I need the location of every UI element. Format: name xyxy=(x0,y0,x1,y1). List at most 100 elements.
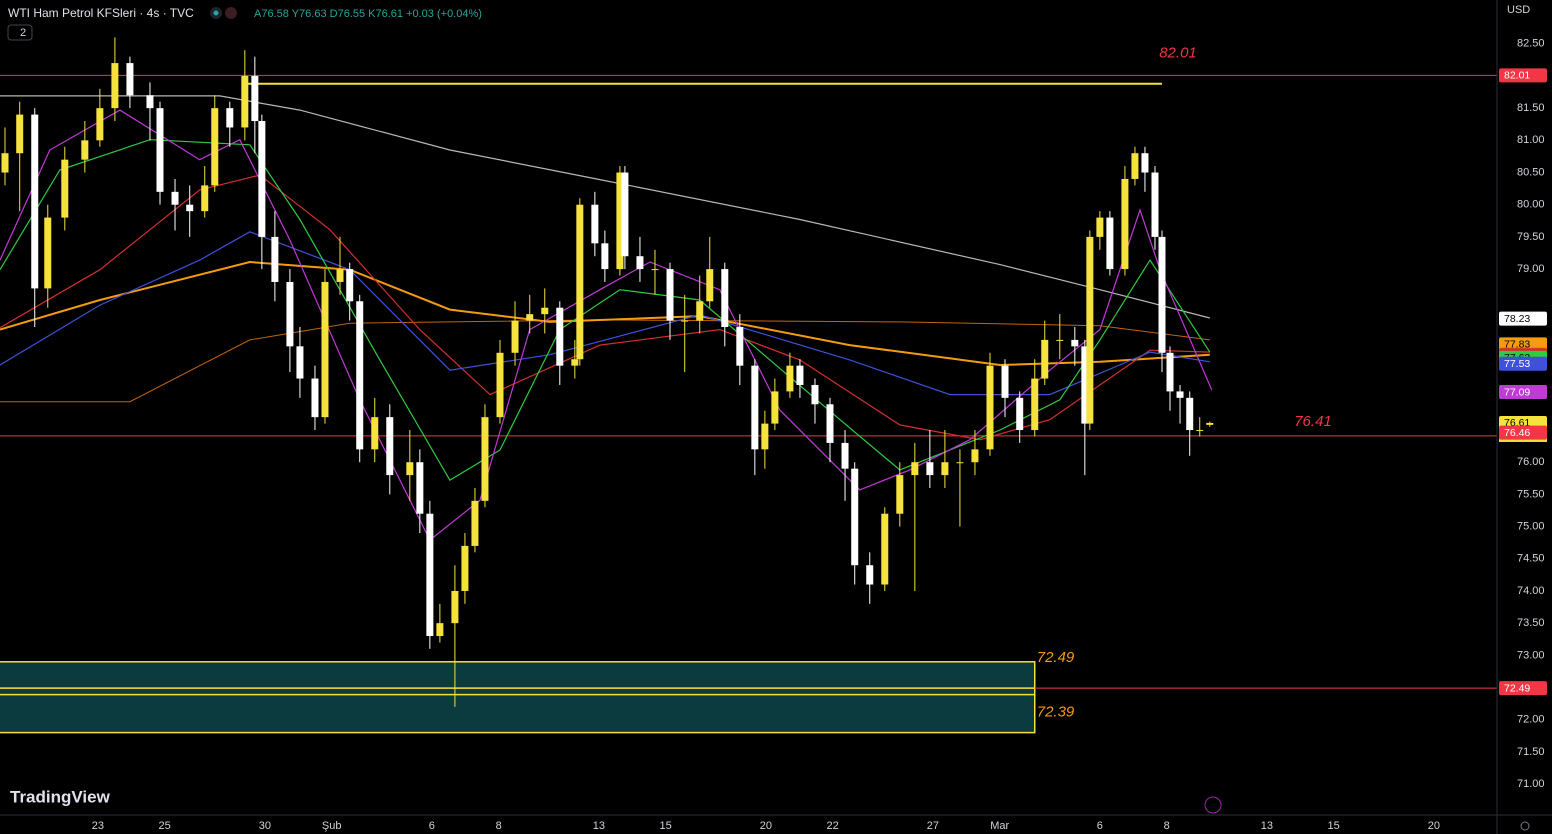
candle-body xyxy=(201,185,209,212)
candle-body xyxy=(1086,236,1094,424)
candle-body xyxy=(156,108,164,192)
candle-body xyxy=(226,108,234,128)
y-tick-label: 79.50 xyxy=(1517,231,1545,243)
ma-line xyxy=(0,174,1210,441)
candle-body xyxy=(436,623,444,637)
candle-body xyxy=(321,281,329,418)
candle-body xyxy=(1196,430,1204,432)
y-tick-label: 76.00 xyxy=(1517,456,1545,468)
symbol-title[interactable]: WTI Ham Petrol KFSleri · 4s · TVC xyxy=(8,6,194,20)
ma-line xyxy=(0,139,1211,482)
candle-body xyxy=(666,269,674,321)
indicator-count[interactable]: 2 xyxy=(20,27,26,39)
candle-body xyxy=(896,475,904,514)
x-tick-label: 13 xyxy=(1261,820,1273,832)
candle-body xyxy=(1071,339,1079,347)
ma-line xyxy=(0,109,1213,542)
x-tick-label: 6 xyxy=(1097,820,1103,832)
candle-body xyxy=(591,204,599,244)
candle-body xyxy=(826,404,834,443)
y-tick-label: 75.50 xyxy=(1517,488,1545,500)
candle-body xyxy=(61,159,69,218)
candle-body xyxy=(1041,339,1049,379)
candle-body xyxy=(1081,346,1089,424)
x-tick-label: 6 xyxy=(429,820,435,832)
candle-body xyxy=(866,565,874,585)
x-tick-label: 30 xyxy=(259,820,271,832)
y-tick-label: 81.00 xyxy=(1517,134,1545,146)
x-tick-label: Şub xyxy=(322,820,342,832)
candle-body xyxy=(1158,236,1166,353)
candle-body xyxy=(1096,217,1104,237)
candle-body xyxy=(461,545,469,591)
candle-body xyxy=(736,327,744,366)
candle-body xyxy=(761,423,769,450)
x-tick-label: 22 xyxy=(827,820,839,832)
candle-body xyxy=(1166,352,1174,392)
candle-body xyxy=(1141,153,1149,173)
y-tick-label: 79.00 xyxy=(1517,263,1545,275)
candle-body xyxy=(556,307,564,366)
candle-body xyxy=(296,346,304,379)
candle-body xyxy=(651,269,659,271)
y-tick-label: 73.50 xyxy=(1517,617,1545,629)
level-label: 76.41 xyxy=(1294,413,1332,430)
y-tick-label: 73.00 xyxy=(1517,649,1545,661)
price-box-label: 77.53 xyxy=(1504,358,1530,370)
candle-body xyxy=(258,121,266,237)
settings-icon[interactable] xyxy=(1520,821,1530,831)
candle-body xyxy=(511,320,519,353)
price-box-label: 76.46 xyxy=(1504,427,1530,439)
candle-body xyxy=(211,108,219,186)
candle-body xyxy=(1176,391,1184,398)
candle-body xyxy=(471,500,479,546)
candle-body xyxy=(706,269,714,302)
candle-body xyxy=(881,513,889,585)
candle-body xyxy=(1151,172,1159,237)
x-tick-label: 23 xyxy=(92,820,104,832)
x-tick-label: 8 xyxy=(496,820,502,832)
candle-body xyxy=(636,256,644,270)
candle-body xyxy=(911,462,919,476)
currency[interactable]: USD xyxy=(1507,4,1530,16)
ma-line xyxy=(0,231,1210,396)
x-tick-label: 15 xyxy=(660,820,672,832)
indicator-toggle[interactable] xyxy=(7,24,33,41)
alert-icon[interactable] xyxy=(1204,796,1222,814)
candle-body xyxy=(186,204,194,212)
x-tick-label: Mar xyxy=(990,820,1009,832)
candle-body xyxy=(426,513,434,637)
candle-body xyxy=(96,108,104,141)
plot-area xyxy=(0,37,1497,734)
candle-body xyxy=(451,590,459,624)
candle-body xyxy=(771,391,779,424)
candle-body xyxy=(481,417,489,501)
price-box-label: 82.01 xyxy=(1504,70,1530,82)
ma-line xyxy=(0,260,1210,367)
candle-body xyxy=(146,95,154,109)
candle-body xyxy=(371,417,379,450)
y-tick-label: 80.50 xyxy=(1517,166,1545,178)
price-box xyxy=(1499,311,1547,326)
ohlc: A76.58 Y76.63 D76.55 K76.61 +0.03 (+0.04… xyxy=(254,8,482,20)
zone-label: 72.39 xyxy=(1037,704,1075,721)
candle-body xyxy=(796,365,804,385)
candle-body xyxy=(111,63,119,109)
price-box-label: 77.83 xyxy=(1504,339,1530,351)
candle-body xyxy=(576,204,584,360)
candle-body xyxy=(721,269,729,328)
candle-body xyxy=(541,307,549,315)
candle-body xyxy=(386,417,394,476)
candle-body xyxy=(941,462,949,476)
candle-body xyxy=(1056,339,1064,341)
price-box xyxy=(1499,68,1547,83)
candle-body xyxy=(1106,217,1114,270)
candle-body xyxy=(16,114,24,154)
level-label: 82.01 xyxy=(1159,44,1197,61)
candle-body xyxy=(1001,365,1009,398)
y-tick-label: 74.00 xyxy=(1517,585,1545,597)
candle-body xyxy=(81,140,89,160)
logo[interactable]: TradingView xyxy=(10,787,111,806)
